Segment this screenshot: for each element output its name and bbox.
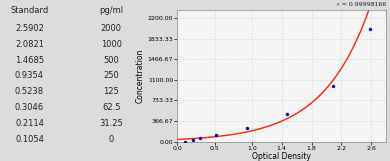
Text: 0.9354: 0.9354: [15, 71, 44, 80]
Text: 1000: 1000: [101, 40, 122, 49]
Point: [330, 84, 336, 87]
Text: Standard: Standard: [11, 6, 49, 15]
Point: [367, 28, 374, 31]
Text: 0.3046: 0.3046: [15, 103, 44, 112]
Text: 250: 250: [103, 71, 119, 80]
Text: 2.5902: 2.5902: [15, 24, 44, 33]
Point: [244, 126, 250, 129]
Y-axis label: Concentration: Concentration: [136, 48, 145, 103]
Point: [182, 140, 188, 143]
Text: 0.5238: 0.5238: [15, 87, 44, 96]
Point: [284, 112, 290, 115]
Text: 0: 0: [109, 135, 114, 144]
Point: [197, 137, 203, 139]
Text: 1.4685: 1.4685: [15, 56, 44, 65]
Point: [213, 133, 220, 136]
Text: 2.0821: 2.0821: [15, 40, 44, 49]
Text: 0.1054: 0.1054: [15, 135, 44, 144]
Point: [190, 139, 196, 141]
Text: 125: 125: [103, 87, 119, 96]
Text: 62.5: 62.5: [102, 103, 121, 112]
Text: 0.2114: 0.2114: [15, 119, 44, 128]
Text: 31.25: 31.25: [99, 119, 123, 128]
Text: 500: 500: [103, 56, 119, 65]
X-axis label: Optical Density: Optical Density: [252, 152, 311, 161]
Text: 2000: 2000: [101, 24, 122, 33]
Text: pg/ml: pg/ml: [99, 6, 124, 15]
Text: S = 5.55468864
r = 0.99998166: S = 5.55468864 r = 0.99998166: [336, 0, 386, 7]
